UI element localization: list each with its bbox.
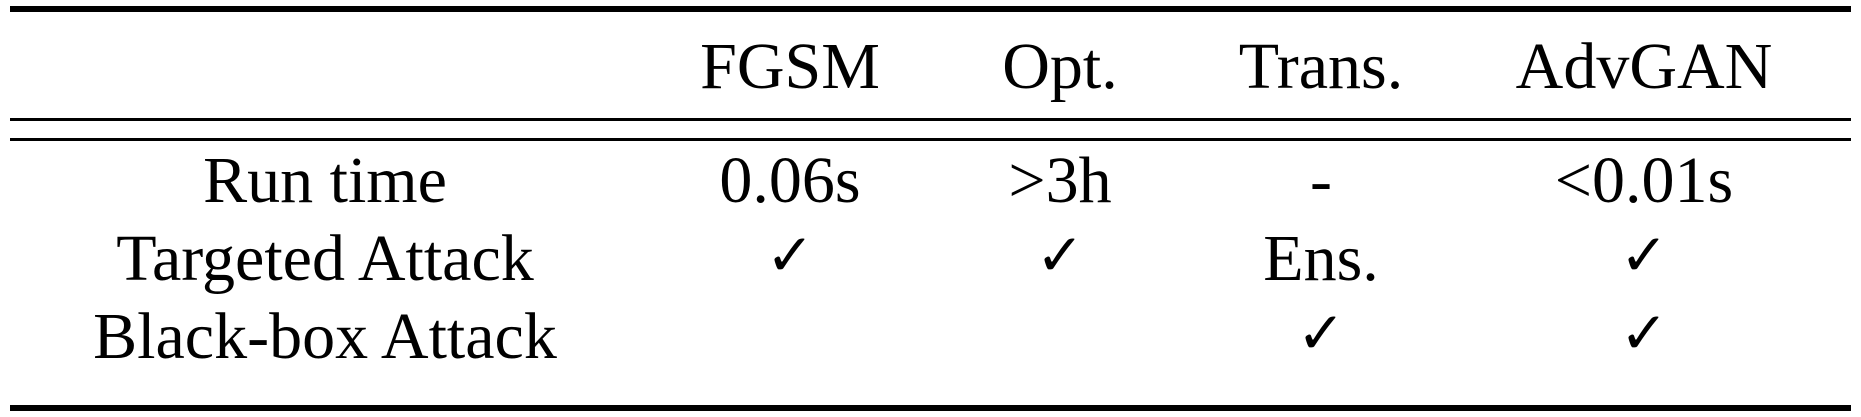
- cell-black-box-attack-trans: ✓: [1296, 299, 1346, 367]
- cell-run-time-opt: >3h: [1008, 144, 1112, 217]
- cell-run-time-advgan: <0.01s: [1554, 144, 1734, 217]
- cell-targeted-attack-opt: ✓: [1035, 221, 1085, 289]
- column-header-trans: Trans.: [1238, 30, 1404, 103]
- column-header-advgan: AdvGAN: [1515, 30, 1773, 103]
- row-label-black-box-attack: Black-box Attack: [93, 300, 557, 373]
- header-rule-lower: [10, 138, 1851, 141]
- bottom-rule: [10, 405, 1851, 411]
- cell-targeted-attack-fgsm: ✓: [765, 221, 815, 289]
- column-header-opt: Opt.: [1002, 30, 1118, 103]
- cell-targeted-attack-trans: Ens.: [1263, 222, 1379, 295]
- cell-run-time-trans: -: [1310, 144, 1332, 217]
- cell-black-box-attack-advgan: ✓: [1619, 299, 1669, 367]
- header-rule-upper: [10, 118, 1851, 121]
- cell-targeted-attack-advgan: ✓: [1619, 221, 1669, 289]
- column-header-fgsm: FGSM: [700, 30, 880, 103]
- row-label-targeted-attack: Targeted Attack: [116, 222, 534, 295]
- cell-run-time-fgsm: 0.06s: [719, 144, 861, 217]
- row-label-run-time: Run time: [203, 144, 447, 217]
- top-rule: [10, 6, 1851, 12]
